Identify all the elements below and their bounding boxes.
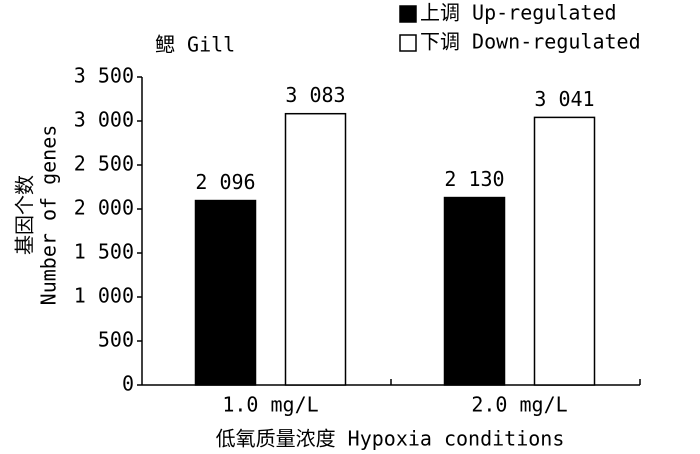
x-tick-label: 2.0 mg/L	[471, 393, 567, 417]
x-axis-title: 低氧质量浓度 Hypoxia conditions	[216, 427, 565, 451]
legend-label: 下调 Down-regulated	[420, 30, 641, 54]
value-label: 2 130	[444, 167, 504, 191]
bar	[443, 196, 506, 386]
y-tick-label: 0	[122, 372, 134, 396]
y-tick-label: 500	[98, 328, 134, 352]
legend-label: 上调 Up-regulated	[420, 1, 617, 25]
value-label: 3 041	[534, 87, 594, 111]
legend-swatch	[399, 5, 417, 23]
y-axis-title: Number of genes	[37, 125, 61, 306]
legend-swatch	[399, 34, 417, 52]
y-tick-label: 1 000	[74, 284, 134, 308]
y-tick-label: 2 000	[74, 196, 134, 220]
bar	[533, 116, 596, 386]
bar	[284, 112, 347, 386]
y-tick-label: 3 500	[74, 64, 134, 88]
chart-title: 鳃 Gill	[155, 33, 235, 57]
value-label: 2 096	[195, 170, 255, 194]
value-label: 3 083	[285, 83, 345, 107]
x-tick-label: 1.0 mg/L	[222, 393, 318, 417]
y-axis-title: 基因个数	[13, 175, 37, 255]
y-tick-label: 2 500	[74, 152, 134, 176]
bar	[194, 199, 257, 386]
y-tick-label: 1 500	[74, 240, 134, 264]
y-tick-label: 3 000	[74, 108, 134, 132]
